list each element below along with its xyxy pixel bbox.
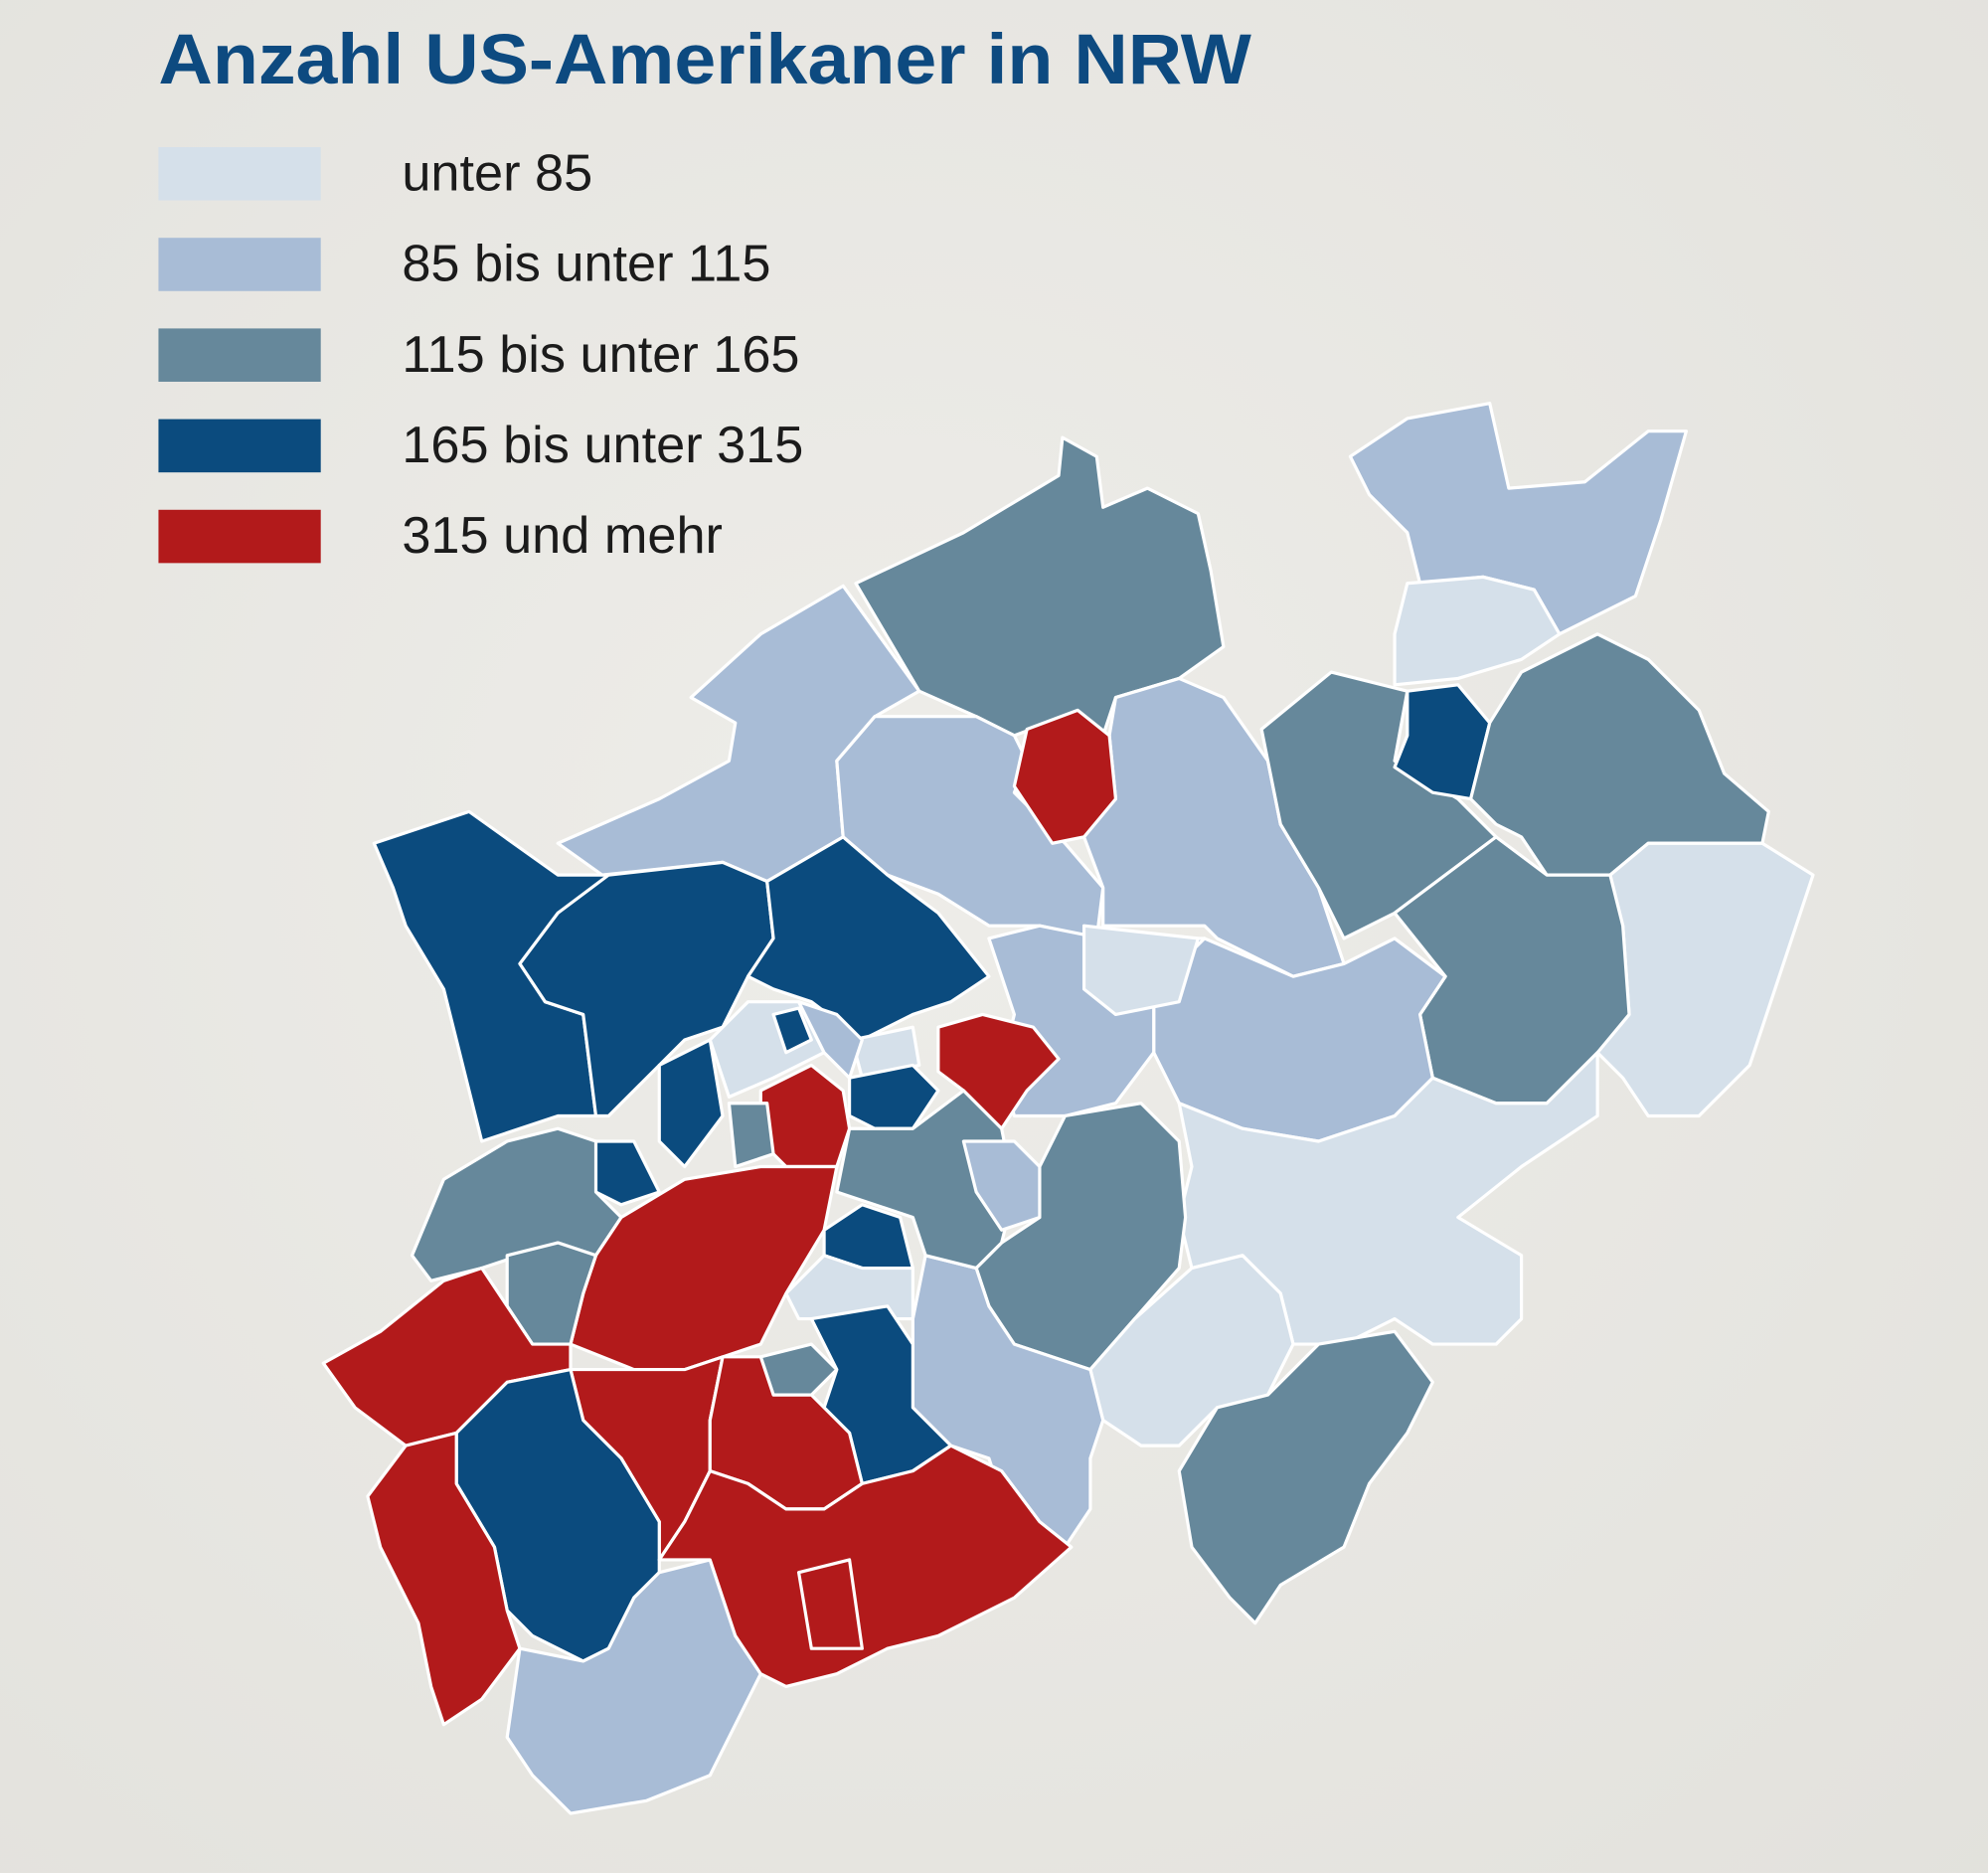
district <box>657 1444 1074 1689</box>
district <box>1081 924 1200 1017</box>
legend-swatch <box>158 419 321 473</box>
regions <box>321 402 1815 1815</box>
district <box>1177 1329 1434 1625</box>
legend-label: 115 bis unter 165 <box>402 326 799 384</box>
legend-swatch <box>158 509 321 564</box>
legend-label: 85 bis unter 115 <box>402 236 770 293</box>
district <box>1393 575 1562 687</box>
district <box>518 860 775 1118</box>
district <box>796 1000 864 1080</box>
legend: unter 85 85 bis unter 115 115 bis unter 16… <box>158 144 803 565</box>
map-title: Anzahl US-Amerikaner in NRW <box>158 20 1251 99</box>
district <box>835 1089 1017 1271</box>
legend-swatch <box>158 146 321 201</box>
district <box>1348 402 1689 636</box>
legend-swatch <box>158 328 321 382</box>
district <box>784 1254 914 1321</box>
district <box>1393 683 1492 801</box>
district <box>1012 708 1118 845</box>
legend-label: unter 85 <box>402 144 592 202</box>
legend-label: 315 und mehr <box>402 507 723 565</box>
legend-swatch <box>158 238 321 291</box>
legend-label: 165 bis unter 315 <box>402 417 803 474</box>
district <box>771 1006 813 1055</box>
district <box>936 1012 1061 1130</box>
district <box>657 1038 725 1169</box>
district <box>727 1102 775 1169</box>
district <box>961 1139 1042 1232</box>
district <box>796 1558 864 1650</box>
district <box>746 835 991 1042</box>
district <box>850 1025 921 1080</box>
